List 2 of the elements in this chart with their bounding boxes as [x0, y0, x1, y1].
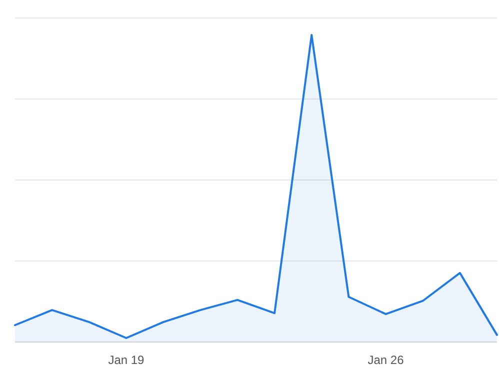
x-tick-label: Jan 19 [108, 353, 145, 367]
x-tick-label: Jan 26 [368, 353, 404, 367]
